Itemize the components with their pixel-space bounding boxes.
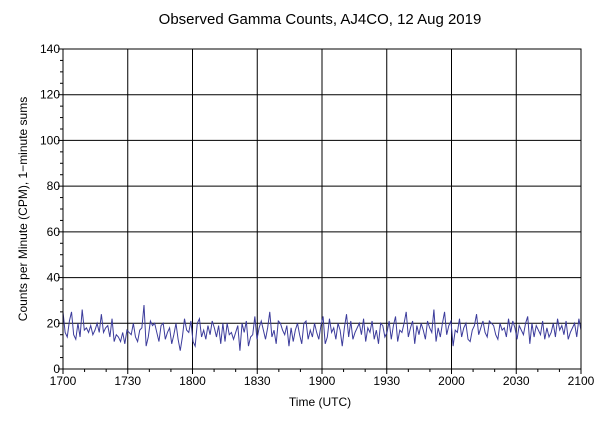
x-tick-label: 2100	[568, 374, 595, 388]
plot-frame	[62, 48, 582, 370]
y-tick-label: 40	[47, 271, 61, 285]
x-axis-label: Time (UTC)	[289, 395, 351, 409]
chart-title: Observed Gamma Counts, AJ4CO, 12 Aug 201…	[159, 11, 482, 28]
x-tick-label: 1830	[244, 374, 271, 388]
y-tick-label: 80	[47, 179, 61, 193]
x-tick-label: 1700	[50, 374, 77, 388]
x-tick-label: 1900	[309, 374, 336, 388]
x-tick-label: 1730	[114, 374, 141, 388]
grid	[62, 48, 582, 370]
y-tick-label: 120	[40, 88, 60, 102]
series-group	[62, 304, 582, 351]
y-tick-label: 140	[40, 42, 60, 56]
series-line	[62, 304, 582, 351]
y-tick-label: 100	[40, 133, 60, 147]
y-tick-label: 60	[47, 225, 61, 239]
x-tick-label: 1800	[179, 374, 206, 388]
axis-ticks: 0 20 40 60 80 100 120 140 1700 1730 1800 1830 1900 19…	[40, 42, 595, 388]
y-axis-label: Counts per Minute (CPM), 1−minute sums	[16, 97, 30, 321]
y-tick-label: 0	[53, 362, 60, 376]
x-tick-label: 1930	[373, 374, 400, 388]
y-tick-label: 20	[47, 316, 61, 330]
x-tick-label: 2000	[438, 374, 465, 388]
x-tick-label: 2030	[503, 374, 530, 388]
